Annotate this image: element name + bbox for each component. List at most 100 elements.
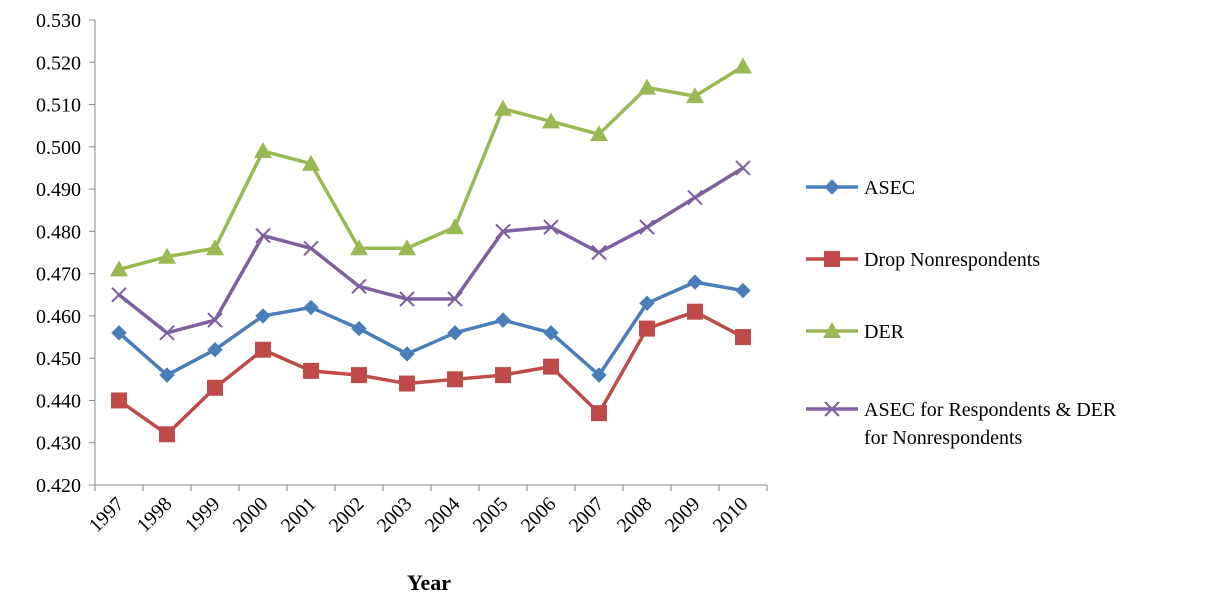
data-point [591, 367, 607, 383]
data-point [255, 341, 271, 358]
data-point [495, 312, 511, 328]
data-point [351, 367, 367, 384]
data-point [399, 375, 415, 392]
data-point [447, 291, 463, 307]
data-point [687, 303, 703, 320]
data-point [495, 223, 511, 240]
data-point [158, 247, 176, 264]
data-point [686, 87, 704, 104]
data-point [350, 239, 368, 256]
data-point [591, 405, 607, 422]
marker-stroke [351, 278, 367, 295]
marker-stroke [399, 291, 415, 307]
x-tick-label: 2010 [709, 493, 753, 537]
data-point [303, 362, 319, 379]
data-point [207, 379, 223, 396]
axes [89, 19, 768, 491]
marker-stroke [543, 219, 559, 235]
x-tick-label: 1998 [133, 493, 177, 537]
series-layer [110, 57, 752, 443]
data-point [111, 287, 127, 303]
data-point [639, 219, 655, 235]
x-tick-label: 1999 [181, 493, 225, 537]
x-axis-title: Year [407, 570, 451, 595]
data-point [111, 392, 127, 409]
series-2 [111, 303, 751, 443]
legend-label: ASEC [864, 177, 915, 199]
legend-entry-3: DER [806, 321, 905, 343]
y-tick-label: 0.510 [36, 95, 81, 117]
legend-label: Drop Nonrespondents [864, 249, 1040, 271]
data-point [543, 358, 559, 375]
x-tick-labels: 1997 1998 1999 2000 2001 2002 2003 2004 2005 2006… [85, 493, 753, 537]
data-point [447, 371, 463, 388]
marker-stroke [159, 325, 175, 341]
x-tick-label: 2009 [661, 493, 705, 537]
y-tick-label: 0.440 [36, 390, 81, 412]
y-tick-label: 0.430 [36, 433, 81, 455]
data-point [351, 278, 367, 295]
marker-stroke [447, 291, 463, 307]
x-tick-label: 1997 [85, 493, 129, 537]
legend-label: for Nonrespondents [864, 427, 1023, 449]
legend-entry-4: ASEC for Respondents & DER for Nonrespond… [806, 399, 1117, 449]
y-tick-label: 0.460 [36, 306, 81, 328]
y-tick-label: 0.490 [36, 179, 81, 201]
marker-stroke [495, 223, 511, 240]
data-point [398, 239, 416, 256]
data-point [543, 219, 559, 235]
data-point [254, 142, 272, 159]
x-tick-label: 2004 [421, 493, 465, 537]
legend-marker [824, 251, 840, 267]
data-point [159, 367, 175, 383]
series-line [117, 280, 745, 377]
marker-stroke [303, 240, 319, 256]
x-tick-label: 2001 [277, 493, 321, 537]
data-point [351, 320, 367, 337]
x-tick-label: 2006 [517, 493, 561, 537]
y-tick-label: 0.480 [36, 221, 81, 243]
data-point [303, 299, 319, 316]
x-tick-label: 2003 [373, 493, 417, 537]
data-point [494, 99, 512, 116]
data-point [255, 227, 271, 244]
marker-stroke [687, 189, 703, 206]
data-point [447, 325, 463, 341]
y-tick-label: 0.530 [36, 10, 81, 32]
series-line [117, 64, 745, 272]
series-4 [111, 160, 751, 341]
marker-stroke [111, 287, 127, 303]
legend-marker [823, 322, 841, 338]
data-point [735, 282, 751, 299]
marker-stroke [255, 227, 271, 244]
y-tick-label: 0.500 [36, 137, 81, 159]
data-point [495, 367, 511, 384]
x-tick-label: 2005 [469, 493, 513, 537]
data-point [687, 274, 703, 290]
y-tick-label: 0.470 [36, 264, 81, 286]
y-tick-label: 0.520 [36, 52, 81, 74]
data-point [687, 189, 703, 206]
data-point [639, 295, 655, 311]
series-1 [111, 274, 751, 383]
data-point [303, 240, 319, 256]
data-point [206, 239, 224, 256]
marker-stroke [639, 219, 655, 235]
series-line [117, 166, 745, 335]
legend-entry-2: Drop Nonrespondents [806, 249, 1040, 271]
data-point [110, 260, 128, 277]
data-point [543, 325, 559, 341]
marker-stroke [735, 160, 751, 176]
data-point [111, 325, 127, 341]
y-tick-labels: 0.420 0.430 0.440 0.450 0.460 0.470 0.480 0.490… [36, 10, 81, 497]
data-point [735, 160, 751, 176]
data-point [207, 312, 223, 328]
data-point [542, 112, 560, 129]
legend-label: DER [864, 321, 905, 343]
data-point [639, 320, 655, 337]
legend-entry-1: ASEC [806, 177, 915, 199]
x-tick-label: 2007 [565, 493, 609, 537]
data-point [591, 244, 607, 261]
y-tick-label: 0.420 [36, 475, 81, 497]
